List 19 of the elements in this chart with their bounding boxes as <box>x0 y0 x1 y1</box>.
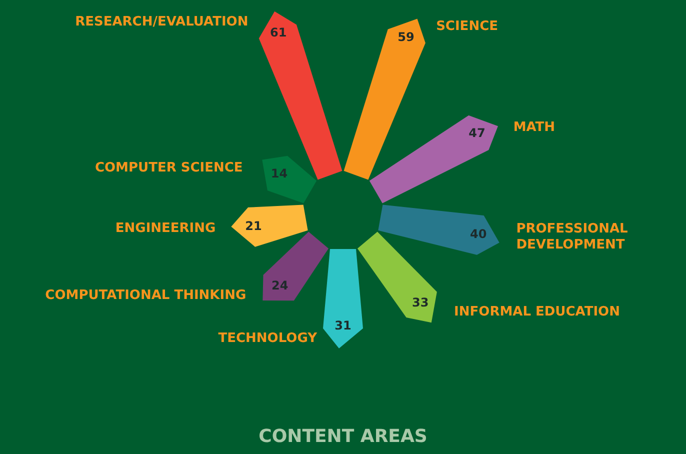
data-label: 61 <box>270 26 287 40</box>
data-label: 21 <box>245 218 262 233</box>
category-label: MATH <box>513 120 556 136</box>
data-label: 14 <box>270 166 288 180</box>
data-label: 47 <box>468 126 486 140</box>
category-label: ENGINEERING <box>115 221 216 236</box>
data-label: 40 <box>470 227 487 241</box>
data-label: 59 <box>398 30 414 44</box>
data-label: 31 <box>334 318 352 333</box>
category-label: PROFESSIONAL DEVELOPMENT <box>516 221 628 252</box>
category-label: COMPUTER SCIENCE <box>94 160 243 176</box>
data-label: 33 <box>412 295 429 310</box>
category-label: COMPUTATIONAL THINKING <box>45 288 246 303</box>
text: CONTENT AREAS <box>258 426 428 447</box>
data-label: 24 <box>272 278 288 292</box>
category-label: SCIENCE <box>436 19 498 34</box>
category-label: TECHNOLOGY <box>218 330 318 346</box>
category-label: RESEARCH/EVALUATION <box>75 14 248 30</box>
category-label: INFORMAL EDUCATION <box>454 304 620 320</box>
